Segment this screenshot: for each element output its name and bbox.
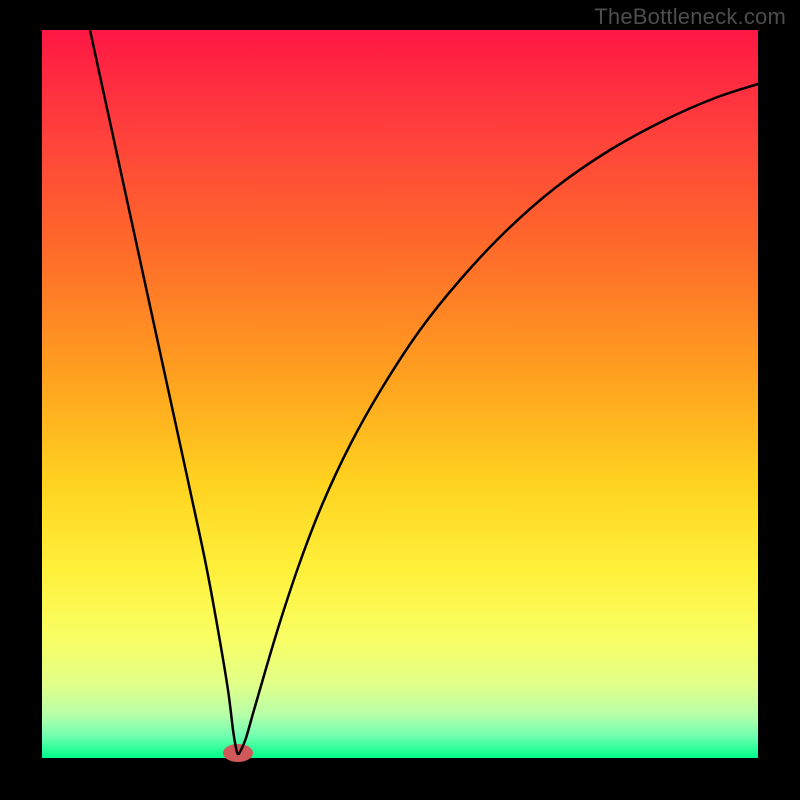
chart-container: TheBottleneck.com [0,0,800,800]
plot-gradient-background [42,30,758,758]
watermark-text: TheBottleneck.com [594,4,786,30]
bottleneck-chart [0,0,800,800]
